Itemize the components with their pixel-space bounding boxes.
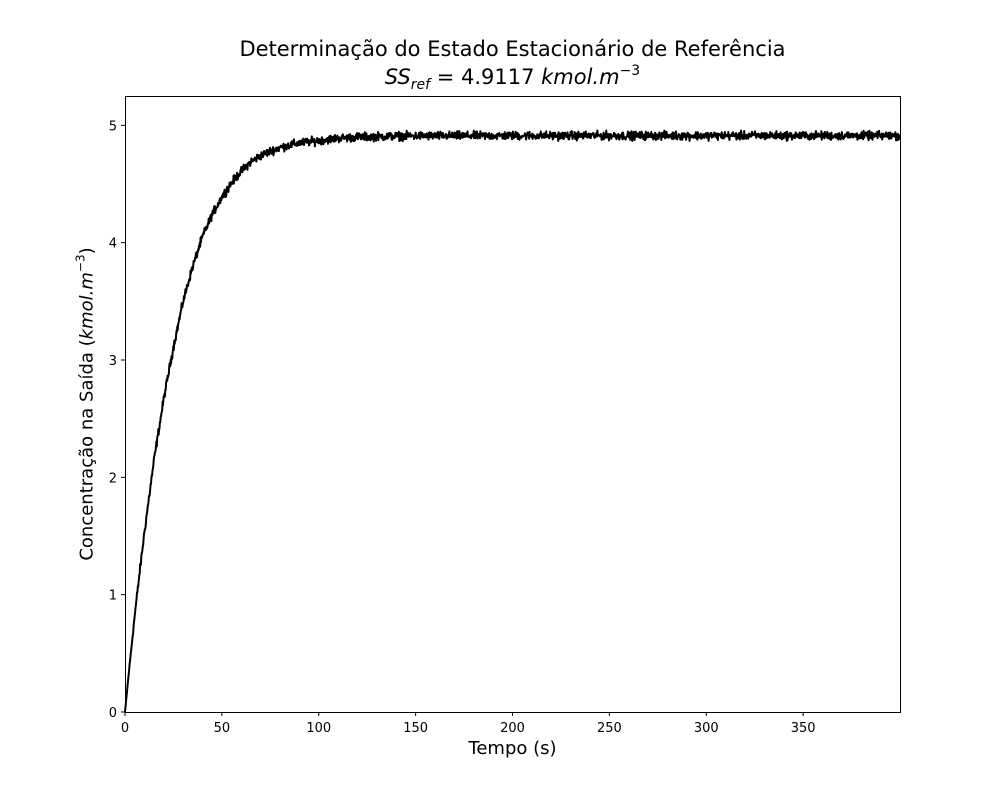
y-axis-label-close: ) (76, 247, 98, 255)
x-tick-label: 200 (500, 721, 525, 736)
chart-subtitle: SSref = 4.9117 kmol.m−3 (125, 63, 900, 92)
x-axis-label: Tempo (s) (468, 738, 557, 759)
x-tick-label: 350 (791, 721, 816, 736)
subtitle-subscript: ref (410, 77, 431, 93)
subtitle-symbol: SS (384, 65, 411, 89)
subtitle-unit-exponent: −3 (619, 63, 641, 79)
y-tick-label: 2 (109, 471, 117, 486)
y-tick-label: 4 (109, 237, 117, 252)
y-axis-label-unit: kmol.m (76, 272, 98, 340)
x-tick-label: 150 (403, 721, 428, 736)
x-tick-label: 50 (214, 721, 231, 736)
y-axis-label: Concentração na Saída (kmol.m−3) (73, 247, 98, 561)
x-tick-label: 300 (694, 721, 719, 736)
y-tick-label: 0 (109, 706, 117, 721)
y-tick-label: 5 (109, 119, 117, 134)
x-tick-label: 100 (306, 721, 331, 736)
y-tick-label: 1 (109, 589, 117, 604)
x-tick-label: 0 (121, 721, 129, 736)
tick-layer: 0 50 100 150 200 250 300 350 0 1 2 3 4 5 (109, 119, 816, 736)
y-axis-label-text: Concentração na Saída ( (76, 339, 98, 561)
subtitle-unit: kmol.m (541, 65, 620, 89)
subtitle-value: = 4.9117 (430, 65, 542, 89)
axes-frame (125, 96, 901, 713)
y-tick-label: 3 (109, 354, 117, 369)
series-layer (124, 129, 901, 713)
y-axis-label-exponent: −3 (73, 254, 88, 273)
chart-title: Determinação do Estado Estacionário de R… (239, 37, 786, 61)
x-tick-label: 250 (597, 721, 622, 736)
series-line (124, 129, 901, 713)
